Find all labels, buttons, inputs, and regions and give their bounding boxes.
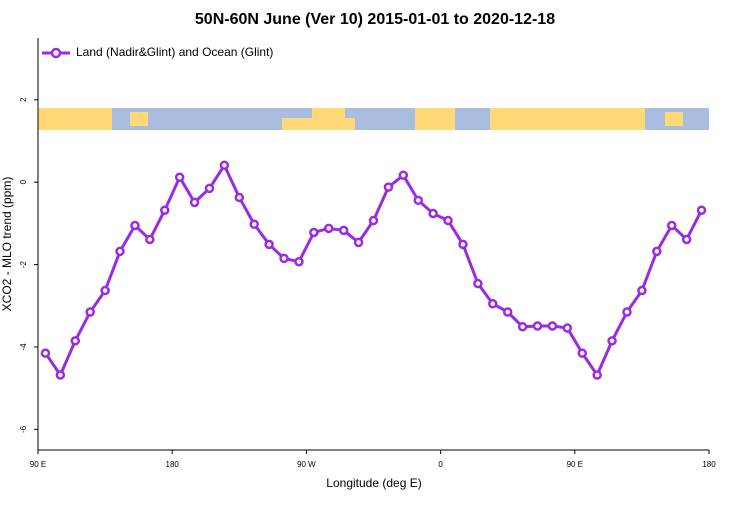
data-point xyxy=(353,237,364,248)
data-point xyxy=(517,322,528,332)
data-point xyxy=(547,321,558,331)
data-point xyxy=(279,253,289,264)
x-tick-label: 180 xyxy=(702,460,716,469)
data-point xyxy=(338,225,349,236)
data-point xyxy=(458,239,468,250)
map-band xyxy=(38,108,709,130)
data-point xyxy=(383,182,394,192)
data-point xyxy=(294,256,304,267)
data-point xyxy=(696,205,707,215)
data-point xyxy=(115,246,125,257)
y-tick-label: -4 xyxy=(19,343,28,351)
y-tick-label: -6 xyxy=(19,425,28,433)
data-point xyxy=(592,370,602,380)
data-point xyxy=(637,285,647,296)
data-point xyxy=(666,220,677,231)
data-point xyxy=(368,215,379,226)
y-tick-label: 0 xyxy=(19,179,28,184)
data-point xyxy=(398,170,409,180)
legend-label: Land (Nadir&Glint) and Ocean (Glint) xyxy=(76,45,273,59)
y-tick-label: 2 xyxy=(19,97,28,102)
data-point xyxy=(428,208,438,219)
data-point xyxy=(249,219,259,229)
data-point xyxy=(55,370,66,380)
data-point xyxy=(443,215,453,226)
y-tick-label: -2 xyxy=(19,260,28,268)
x-tick-label: 0 xyxy=(438,460,443,469)
x-tick-label: 180 xyxy=(166,460,180,469)
data-point xyxy=(204,183,215,194)
data-point xyxy=(40,348,51,358)
data-point xyxy=(264,239,274,250)
data-point xyxy=(159,205,170,215)
data-point xyxy=(324,223,334,234)
data-point xyxy=(607,336,617,346)
chart-title: 50N-60N June (Ver 10) 2015-01-01 to 2020… xyxy=(195,11,555,28)
data-point xyxy=(70,336,81,346)
x-axis-label: Longitude (deg E) xyxy=(326,476,421,490)
data-point xyxy=(577,348,588,358)
data-point xyxy=(502,307,513,317)
x-tick-label: 90 W xyxy=(297,460,316,469)
data-point xyxy=(562,323,573,333)
data-point xyxy=(100,285,110,296)
data-point xyxy=(473,278,483,289)
data-point xyxy=(234,192,245,203)
data-point xyxy=(413,195,423,206)
data-point xyxy=(681,234,692,245)
data-point xyxy=(622,307,632,317)
data-point xyxy=(130,220,140,231)
legend-marker xyxy=(50,47,62,59)
data-point xyxy=(532,321,543,331)
y-axis-label: XCO2 - MLO trend (ppm) xyxy=(0,177,14,312)
data-point xyxy=(219,160,230,171)
data-point xyxy=(488,298,498,309)
data-point xyxy=(309,227,319,238)
x-tick-label: 90 E xyxy=(30,460,46,469)
data-point xyxy=(145,234,155,245)
data-point xyxy=(174,172,185,183)
data-point xyxy=(189,197,200,208)
data-point xyxy=(652,246,662,257)
series-line xyxy=(44,162,703,379)
data-point xyxy=(85,307,95,317)
x-tick-label: 90 E xyxy=(567,460,583,469)
